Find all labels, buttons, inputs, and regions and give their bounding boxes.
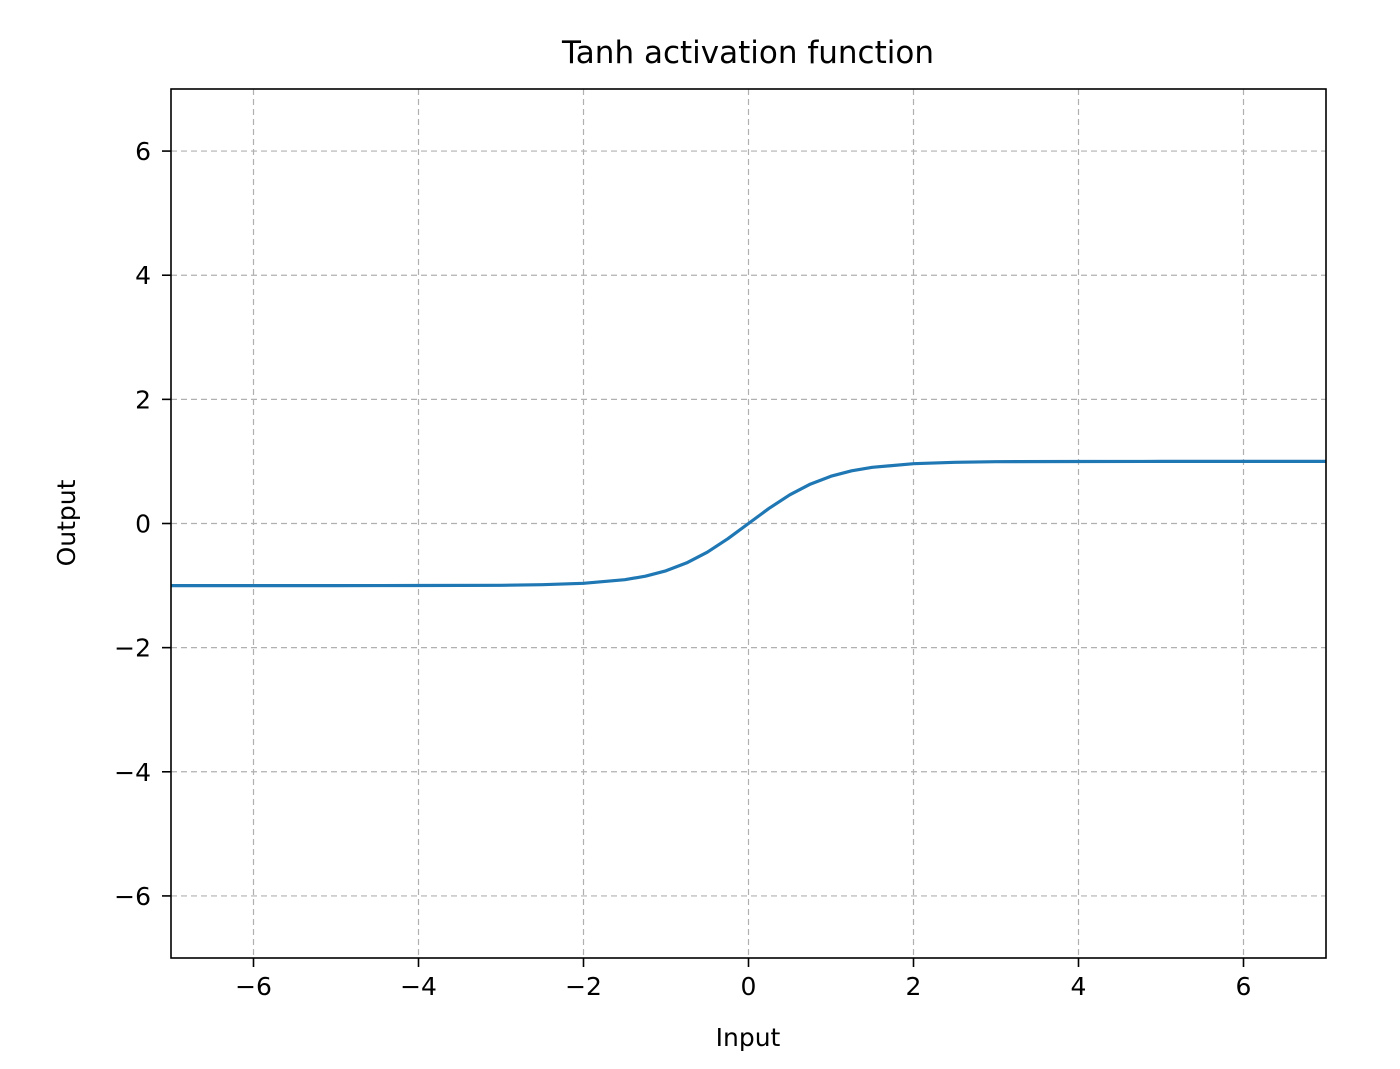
y-tick-label: 6 (135, 137, 151, 166)
chart-title: Tanh activation function (561, 35, 934, 71)
x-tick-label: 4 (1071, 972, 1087, 1001)
x-tick-label: 6 (1236, 972, 1252, 1001)
y-tick-label: −4 (114, 758, 151, 787)
y-tick-label: −2 (114, 634, 151, 663)
y-tick-label: 4 (135, 261, 151, 290)
x-tick-label: 0 (741, 972, 757, 1001)
x-tick-label: 2 (906, 972, 922, 1001)
x-tick-label: −2 (565, 972, 602, 1001)
axis-ticks: −6 −4 −2 0 2 4 6 −6 −4 −2 0 2 4 6 (114, 137, 1251, 1001)
x-tick-label: −4 (400, 972, 437, 1001)
x-axis-label: Input (716, 1023, 781, 1052)
y-tick-label: 0 (135, 510, 151, 539)
x-tick-label: −6 (235, 972, 272, 1001)
y-axis-label: Output (52, 479, 81, 566)
y-tick-label: −6 (114, 882, 151, 911)
y-tick-label: 2 (135, 385, 151, 414)
plot-series (171, 459, 1326, 588)
tanh-series-line (171, 459, 1326, 588)
grid-lines (171, 89, 1326, 958)
